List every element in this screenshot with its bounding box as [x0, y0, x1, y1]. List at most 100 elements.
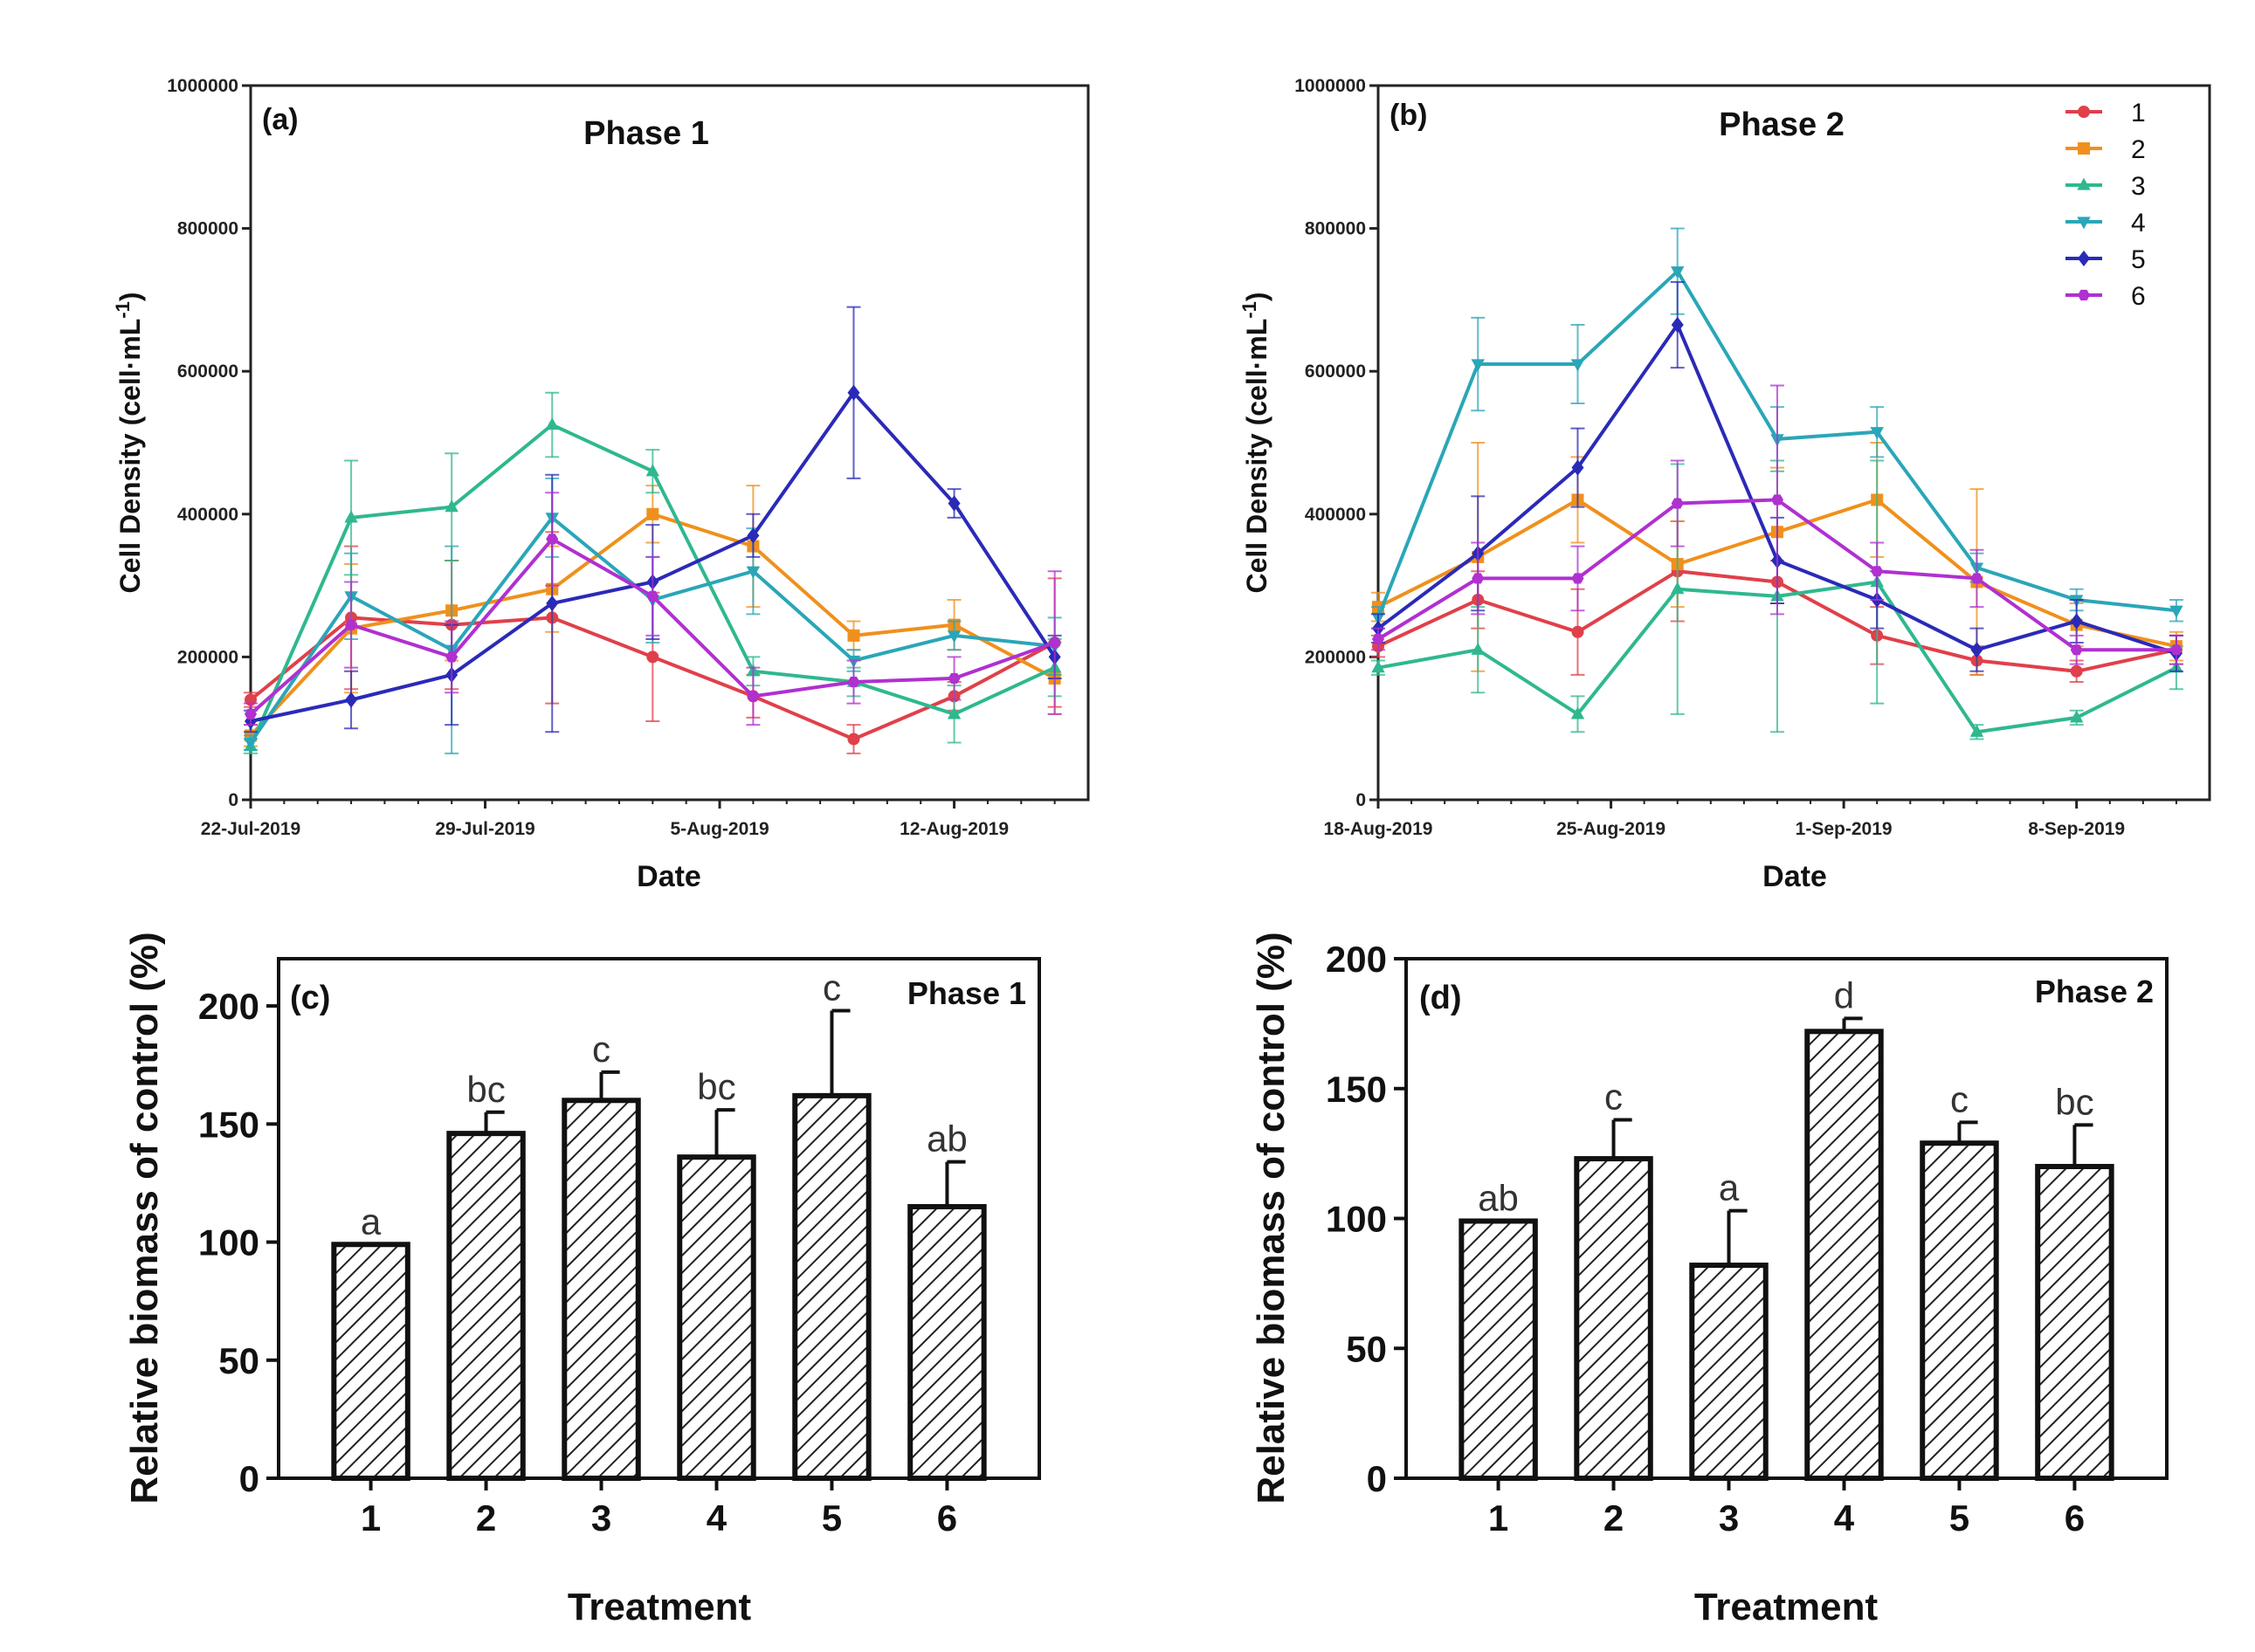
- y-axis-label: Relative biomass of control (%): [1250, 932, 1293, 1504]
- legend-item: 1: [2065, 99, 2146, 127]
- bar-group-treatment-5: 5c: [792, 967, 872, 1538]
- data-point: [645, 464, 660, 477]
- series-6: [244, 492, 1062, 726]
- y-tick-label: 200: [198, 986, 259, 1027]
- legend-label: 3: [2131, 172, 2146, 201]
- x-tick-label: 29-Jul-2019: [435, 819, 534, 839]
- data-point: [1571, 625, 1584, 638]
- legend-marker: [2078, 250, 2090, 267]
- data-point: [947, 706, 962, 719]
- chart-title: Phase 2: [2035, 974, 2154, 1009]
- legend-marker: [2078, 289, 2090, 301]
- y-axis-label: Cell Density (cell·mL-1): [112, 293, 146, 594]
- x-tick-label: 5: [822, 1497, 842, 1538]
- x-tick-label: 1: [361, 1497, 381, 1538]
- data-point: [746, 566, 761, 579]
- chart-title: Phase 1: [907, 975, 1026, 1011]
- bar: [562, 1098, 641, 1481]
- data-point: [545, 417, 559, 430]
- x-tick-label: 6: [2065, 1497, 2085, 1538]
- significance-letter: a: [1719, 1167, 1740, 1208]
- data-point: [1870, 427, 1884, 440]
- data-point: [847, 629, 860, 642]
- data-point: [2070, 664, 2083, 678]
- x-axis-label: Treatment: [1694, 1586, 1879, 1628]
- data-point: [747, 691, 760, 702]
- x-tick-label: 5-Aug-2019: [670, 819, 769, 839]
- x-axis-label: Date: [637, 860, 701, 893]
- legend: 1 2 3 4 5 6: [2065, 99, 2146, 311]
- bar-group-treatment-6: 6 ab: [907, 1119, 987, 1538]
- panel-b-phase2-cell-density: 0 200000 400000 600000 800000 1000000 18-Aug-2…: [1238, 76, 2211, 893]
- x-tick-label: 5: [1949, 1497, 1969, 1538]
- data-point: [1871, 566, 1884, 577]
- data-point: [1970, 642, 1983, 658]
- bar-group-treatment-4: 4 bc: [677, 1066, 756, 1538]
- data-point: [948, 672, 961, 684]
- x-tick-label: 8-Sep-2019: [2028, 819, 2125, 839]
- data-point: [1671, 316, 1684, 334]
- significance-letter: c: [1950, 1078, 1969, 1119]
- bar-group-treatment-5: 5c: [1920, 1078, 1999, 1538]
- bar-group-treatment-2: 2 bc: [446, 1069, 526, 1538]
- significance-letter: c: [1604, 1076, 1623, 1117]
- bar: [1689, 1263, 1769, 1482]
- data-point: [245, 708, 257, 719]
- chart-title: Phase 2: [1719, 107, 1845, 143]
- significance-letter: ab: [1478, 1177, 1519, 1218]
- y-tick-label: 1000000: [167, 76, 238, 96]
- y-axis-label: Cell Density (cell·mL-1): [1238, 293, 1272, 594]
- data-point: [445, 499, 459, 513]
- significance-letter: bc: [697, 1066, 735, 1107]
- y-tick-label: 400000: [177, 505, 238, 525]
- data-point: [948, 495, 961, 512]
- y-tick-label: 0: [1355, 790, 1366, 810]
- bar: [446, 1131, 526, 1481]
- significance-letter: bc: [2055, 1081, 2093, 1122]
- y-tick-label: 100: [1326, 1199, 1387, 1240]
- significance-letter: a: [361, 1201, 382, 1242]
- data-point: [847, 733, 860, 746]
- bar: [331, 1242, 410, 1481]
- y-tick-label: 600000: [1305, 361, 1366, 382]
- x-axis-label: Date: [1762, 860, 1827, 893]
- legend-marker: [2078, 106, 2090, 118]
- bar-group-treatment-1: 1a: [331, 1201, 410, 1538]
- y-axis-label-end: ): [1241, 293, 1272, 302]
- bar: [792, 1092, 872, 1481]
- panel-label: (b): [1390, 99, 1427, 132]
- x-tick-label: 3: [1719, 1497, 1739, 1538]
- significance-letter: bc: [466, 1069, 505, 1110]
- legend-item: 4: [2065, 209, 2146, 237]
- data-point: [2070, 613, 2083, 630]
- y-tick-label: 100: [198, 1222, 259, 1263]
- x-tick-label: 6: [937, 1497, 957, 1538]
- data-point: [1771, 494, 1783, 506]
- data-point: [1471, 642, 1485, 655]
- data-point: [2070, 644, 2083, 656]
- x-tick-label: 12-Aug-2019: [900, 819, 1009, 839]
- y-axis-label: Relative biomass of control (%): [123, 932, 166, 1504]
- y-tick-label: 50: [1346, 1328, 1387, 1369]
- data-point: [1571, 573, 1584, 584]
- data-point: [445, 651, 459, 663]
- bar-group-treatment-4: 4d: [1804, 974, 1884, 1538]
- bar: [1459, 1218, 1538, 1481]
- series-6: [1371, 384, 2183, 665]
- x-tick-label: 3: [591, 1497, 611, 1538]
- data-point: [244, 737, 258, 750]
- data-point: [847, 384, 860, 401]
- data-point: [546, 533, 559, 545]
- legend-label: 1: [2131, 99, 2146, 127]
- bar-group-treatment-6: 6 bc: [2035, 1081, 2114, 1538]
- y-tick-label: 200000: [177, 647, 238, 667]
- y-tick-label: 150: [198, 1104, 259, 1145]
- x-tick-label: 2: [1603, 1497, 1624, 1538]
- significance-letter: c: [823, 967, 841, 1008]
- data-point: [546, 595, 559, 612]
- data-point: [1570, 706, 1585, 719]
- panel-a-phase1-cell-density: 0 200000 400000 600000 800000 1000000 22-Jul-2…: [112, 76, 1090, 893]
- panel-label: (a): [262, 103, 299, 136]
